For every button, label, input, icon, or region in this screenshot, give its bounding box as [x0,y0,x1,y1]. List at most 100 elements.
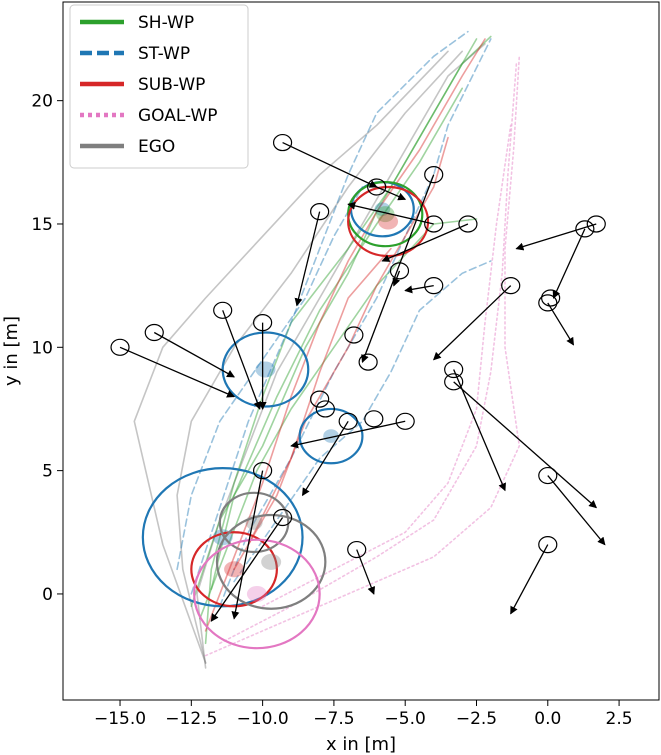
series-line-ego-1 [176,50,463,664]
y-axis-label: y in [m] [1,316,22,386]
agent-heading-arrow [153,331,235,378]
legend-box [69,4,249,169]
agent-marker [586,215,606,233]
uncertainty-circle-ego-8 [218,491,290,554]
agent-heading-arrow [347,201,434,225]
y-tick-label: 5 [42,462,53,482]
uncertainty-circles-layer [141,180,430,650]
series-line-goal-wp-16 [261,124,512,608]
waypoint-blob-st-wp-1 [255,361,276,378]
uncertainty-circle-sub-wp-6 [190,531,278,608]
uncertainty-circle-ego-7 [215,513,327,610]
agent-heading-arrow [432,285,512,361]
agent-marker [310,203,330,221]
y-tick-label: 10 [31,338,53,358]
agent-marker [310,390,330,408]
agent-heading-arrow [282,141,378,188]
y-tick-label: 20 [31,92,53,112]
agent-heading-arrow [453,381,598,509]
series-line-sh-wp-5 [210,87,463,590]
waypoint-blob-sh-wp-4 [375,206,395,223]
uncertainty-circle-st-wp-2 [298,407,364,465]
agent-marker [424,277,444,295]
agent-heading-arrow [510,544,549,615]
agent-heading-arrow [515,223,597,251]
agent-marker [444,373,464,391]
agent-marker [338,412,358,430]
agent-marker [272,133,293,152]
agent-marker [315,400,335,418]
waypoint-blob-sub-wp-6 [224,561,245,578]
x-tick-label: −12.5 [165,709,217,729]
agent-marker [395,412,415,430]
agent-marker [538,466,558,485]
agent-heading-arrow [294,211,321,307]
agent-marker [501,277,521,295]
x-axis-label: x in [m] [326,734,396,755]
agent-heading-arrow [547,302,575,346]
agent-marker [344,326,364,344]
agent-marker [424,166,444,184]
agent-heading-arrow [381,223,469,262]
x-tick-label: −15.0 [94,709,146,729]
x-axis: −15.0 −12.5 −10.0 −7.5 −5.0 −2.5 0.0 2.5 [94,700,633,729]
waypoint-blob-sub-wp-5 [378,213,399,230]
uncertainty-circle-goal-wp-9 [193,538,321,650]
agent-marker [347,540,367,559]
plot-frame [62,1,660,701]
legend-label: EGO [138,137,175,157]
agent-heading-arrow [392,270,401,287]
series-line-goal-wp-14 [204,55,521,657]
agent-heading-arrow [119,346,236,398]
agent-heading-arrow [361,174,435,364]
y-axis: 0 5 10 15 20 [31,92,63,605]
x-tick-label: 0.0 [534,709,561,729]
x-tick-label: 2.5 [606,709,633,729]
agent-heading-arrow [222,310,262,410]
x-tick-label: −10.0 [237,709,289,729]
series-line-sub-wp-12 [233,136,449,571]
agent-marker [541,289,561,307]
agent-heading-arrow [376,186,407,201]
agent-heading-arrow [356,549,376,595]
agent-marker [144,323,164,342]
series-line-sh-wp-3 [204,38,478,645]
agent-heading-arrow [210,517,284,622]
agent-heading-arrow [301,420,349,497]
series-line-ego-0 [196,43,486,669]
agent-heading-arrow [231,470,264,620]
legend-label: SH-WP [138,13,194,33]
agent-marker [424,215,444,233]
series-line-sh-wp-4 [190,35,492,608]
waypoint-blob-goal-wp-9 [246,585,267,602]
agent-marker [538,536,558,554]
agents-layer [110,133,606,622]
x-tick-label: −2.5 [456,709,497,729]
x-tick-label: −5.0 [385,709,426,729]
agent-marker [272,508,293,527]
agent-marker [364,410,384,428]
waypoint-blob-st-wp-2 [323,429,339,443]
agent-marker [110,338,130,356]
agent-marker [444,360,464,379]
legend-label: GOAL-WP [138,106,218,126]
x-tick-label: −7.5 [313,709,354,729]
legend-label: ST-WP [138,44,190,64]
waypoint-blob-ego-7 [261,553,282,570]
series-line-st-wp-8 [219,38,492,608]
legend-label: SUB-WP [138,75,205,95]
agent-heading-arrow [552,228,586,299]
y-tick-label: 15 [31,215,53,235]
agent-heading-arrow [547,475,606,546]
agent-marker [538,294,558,312]
legend: SH-WP ST-WP SUB-WP GOAL-WP EGO [69,4,249,169]
agent-marker [358,353,378,371]
agent-marker [458,215,478,233]
agent-marker [213,301,233,319]
uncertainty-circle-st-wp-0 [141,467,304,608]
agent-marker [575,220,595,238]
series-line-goal-wp-15 [219,62,518,645]
agent-marker [367,178,387,196]
y-tick-label: 0 [42,585,53,605]
